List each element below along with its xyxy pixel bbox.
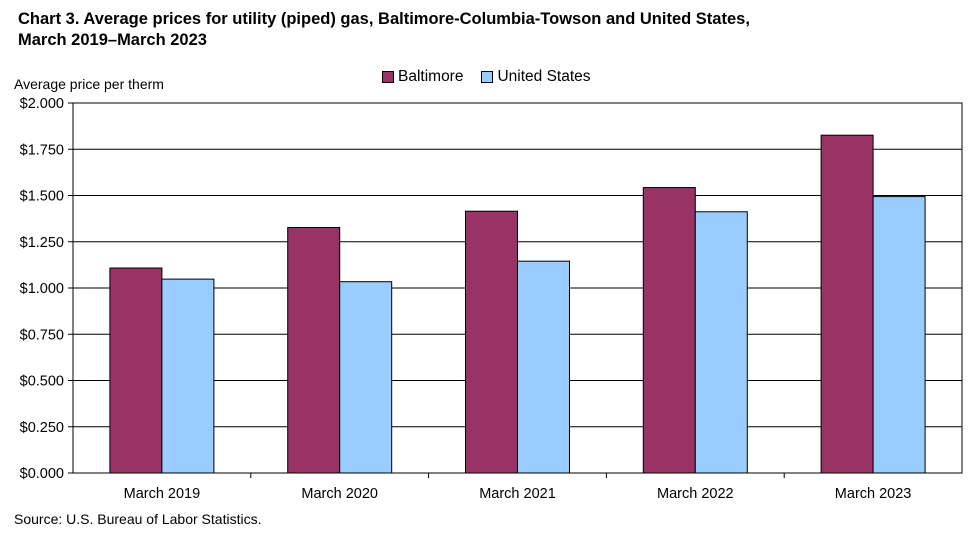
bar-united-states [872, 196, 926, 474]
bar-united-states [161, 278, 215, 474]
y-tick-label: $1.000 [20, 281, 64, 297]
y-tick-label: $0.500 [20, 374, 64, 390]
legend-label-baltimore: Baltimore [398, 68, 464, 85]
bar-baltimore [287, 227, 341, 474]
bar-baltimore [109, 267, 163, 474]
bar-baltimore [820, 134, 874, 474]
source-note: Source: U.S. Bureau of Labor Statistics. [14, 511, 262, 527]
y-tick-label: $1.750 [20, 142, 64, 158]
bar-united-states [694, 211, 748, 474]
y-tick-label: $1.500 [20, 189, 64, 205]
chart-title: Chart 3. Average prices for utility (pip… [18, 9, 750, 51]
y-axis-label: Average price per therm [14, 76, 164, 92]
legend-item-united-states: United States [481, 68, 591, 86]
chart-title-line-1: Chart 3. Average prices for utility (pip… [18, 10, 750, 28]
y-tick-label: $2.000 [20, 96, 64, 112]
x-tick-label: March 2022 [657, 486, 734, 502]
x-tick-label: March 2021 [479, 486, 556, 502]
y-tick-label: $0.250 [20, 420, 64, 436]
legend-swatch-baltimore [382, 71, 394, 83]
legend: Baltimore United States [382, 68, 609, 86]
bar-united-states [339, 281, 393, 474]
x-tick-label: March 2019 [124, 486, 201, 502]
legend-swatch-united-states [481, 71, 494, 83]
legend-label-united-states: United States [497, 68, 591, 85]
bar-baltimore [642, 187, 696, 474]
chart-title-line-2: March 2019–March 2023 [18, 31, 207, 49]
y-tick-label: $1.250 [20, 235, 64, 251]
bar-united-states [517, 260, 570, 474]
legend-item-baltimore: Baltimore [382, 68, 463, 86]
y-tick-label: $0.750 [20, 327, 64, 343]
x-tick-label: March 2020 [301, 486, 378, 502]
x-tick-label: March 2023 [835, 486, 912, 502]
y-tick-label: $0.000 [20, 466, 64, 482]
bar-baltimore [465, 210, 518, 474]
